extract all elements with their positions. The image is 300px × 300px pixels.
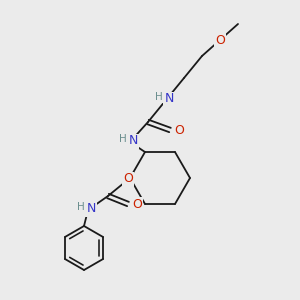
Text: H: H xyxy=(155,92,163,102)
Text: O: O xyxy=(215,34,225,46)
Text: O: O xyxy=(132,197,142,211)
Text: H: H xyxy=(119,134,127,144)
Text: O: O xyxy=(174,124,184,136)
Text: N: N xyxy=(86,202,96,215)
Text: O: O xyxy=(123,172,133,185)
Text: H: H xyxy=(77,202,85,212)
Text: N: N xyxy=(128,134,138,148)
Text: N: N xyxy=(164,92,174,106)
